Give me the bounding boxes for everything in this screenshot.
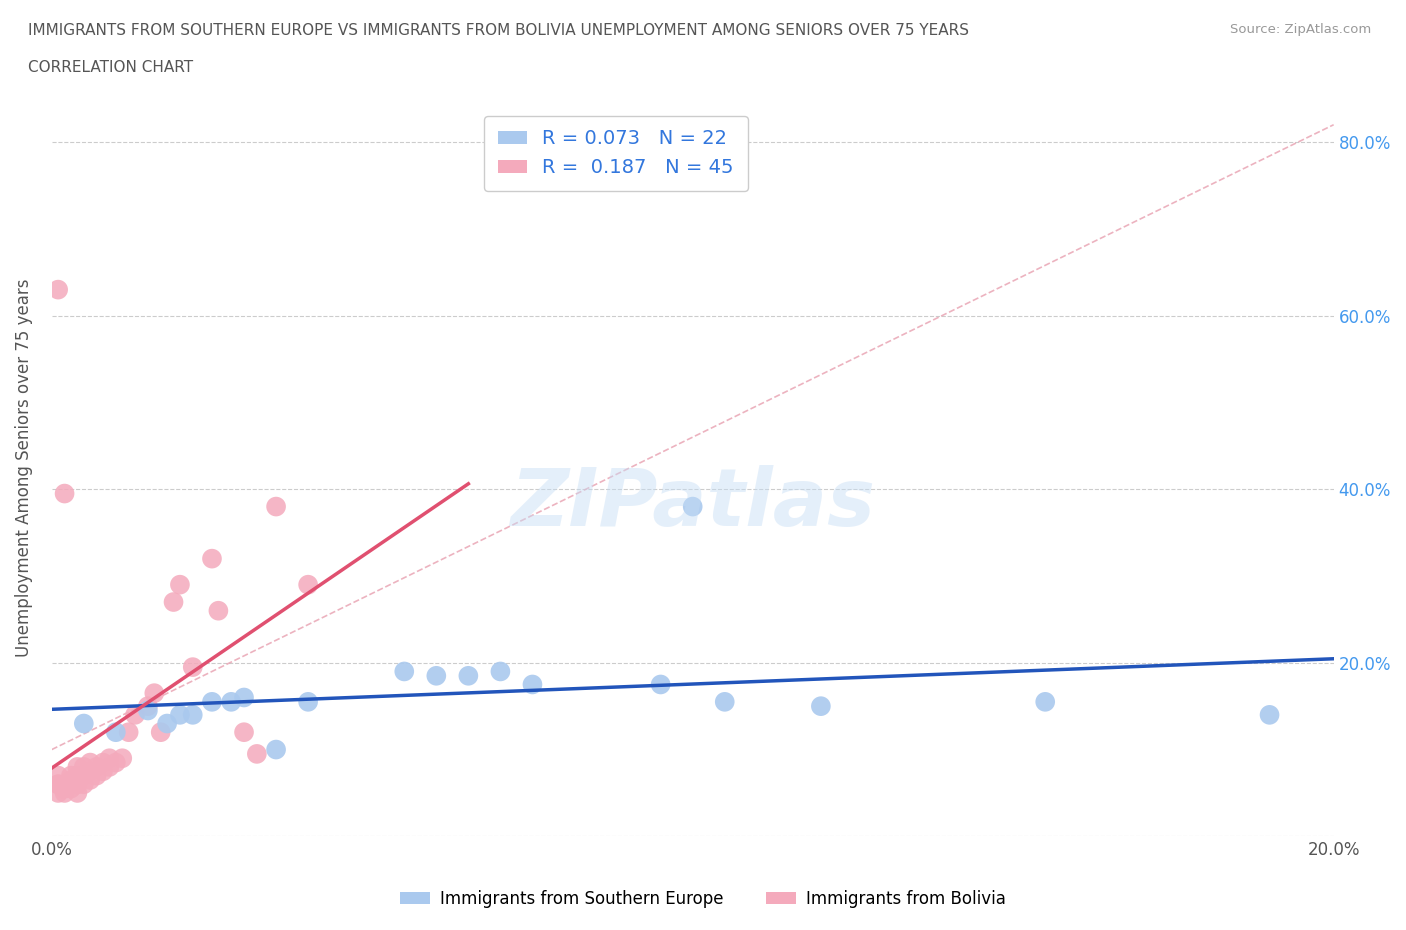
Point — [59, 768, 82, 783]
Point — [91, 755, 114, 770]
Y-axis label: Unemployment Among Seniors over 75 years: Unemployment Among Seniors over 75 years — [15, 278, 32, 657]
Point — [66, 760, 89, 775]
Point — [104, 755, 127, 770]
Point — [650, 677, 672, 692]
Point — [149, 724, 172, 739]
Point — [233, 690, 256, 705]
Point — [201, 695, 224, 710]
Point — [810, 698, 832, 713]
Point — [162, 594, 184, 609]
Point — [86, 760, 108, 775]
Point — [1258, 708, 1281, 723]
Point — [425, 669, 447, 684]
Point — [246, 747, 269, 762]
Point — [53, 777, 76, 791]
Point — [233, 724, 256, 739]
Point — [181, 708, 204, 723]
Point — [79, 764, 101, 778]
Point — [457, 669, 479, 684]
Text: Source: ZipAtlas.com: Source: ZipAtlas.com — [1230, 23, 1371, 36]
Point — [79, 755, 101, 770]
Point — [46, 768, 69, 783]
Text: IMMIGRANTS FROM SOUTHERN EUROPE VS IMMIGRANTS FROM BOLIVIA UNEMPLOYMENT AMONG SE: IMMIGRANTS FROM SOUTHERN EUROPE VS IMMIG… — [28, 23, 969, 38]
Point — [59, 773, 82, 788]
Point — [46, 786, 69, 801]
Point — [169, 708, 191, 723]
Point — [104, 724, 127, 739]
Point — [98, 751, 121, 765]
Point — [143, 685, 166, 700]
Point — [264, 499, 287, 514]
Point — [297, 578, 319, 592]
Point — [181, 659, 204, 674]
Point — [489, 664, 512, 679]
Point — [169, 578, 191, 592]
Point — [713, 695, 735, 710]
Text: CORRELATION CHART: CORRELATION CHART — [28, 60, 193, 75]
Point — [66, 768, 89, 783]
Point — [53, 786, 76, 801]
Point — [136, 698, 159, 713]
Point — [79, 773, 101, 788]
Point — [53, 777, 76, 791]
Point — [118, 724, 141, 739]
Legend: Immigrants from Southern Europe, Immigrants from Bolivia: Immigrants from Southern Europe, Immigra… — [394, 883, 1012, 914]
Point — [59, 777, 82, 791]
Point — [124, 708, 146, 723]
Point — [73, 777, 96, 791]
Point — [46, 777, 69, 791]
Point — [156, 716, 179, 731]
Point — [91, 764, 114, 778]
Point — [73, 716, 96, 731]
Point — [86, 768, 108, 783]
Point — [73, 760, 96, 775]
Point — [53, 486, 76, 501]
Point — [1033, 695, 1056, 710]
Point — [522, 677, 544, 692]
Point — [46, 777, 69, 791]
Point — [201, 551, 224, 566]
Point — [264, 742, 287, 757]
Legend: R = 0.073   N = 22, R =  0.187   N = 45: R = 0.073 N = 22, R = 0.187 N = 45 — [484, 116, 748, 191]
Point — [53, 781, 76, 796]
Point — [66, 773, 89, 788]
Point — [46, 282, 69, 297]
Point — [136, 703, 159, 718]
Point — [207, 604, 229, 618]
Point — [219, 695, 242, 710]
Point — [394, 664, 416, 679]
Point — [98, 760, 121, 775]
Point — [59, 781, 82, 796]
Point — [73, 768, 96, 783]
Point — [111, 751, 134, 765]
Point — [66, 786, 89, 801]
Point — [682, 499, 704, 514]
Point — [66, 777, 89, 791]
Point — [297, 695, 319, 710]
Text: ZIPatlas: ZIPatlas — [510, 465, 875, 543]
